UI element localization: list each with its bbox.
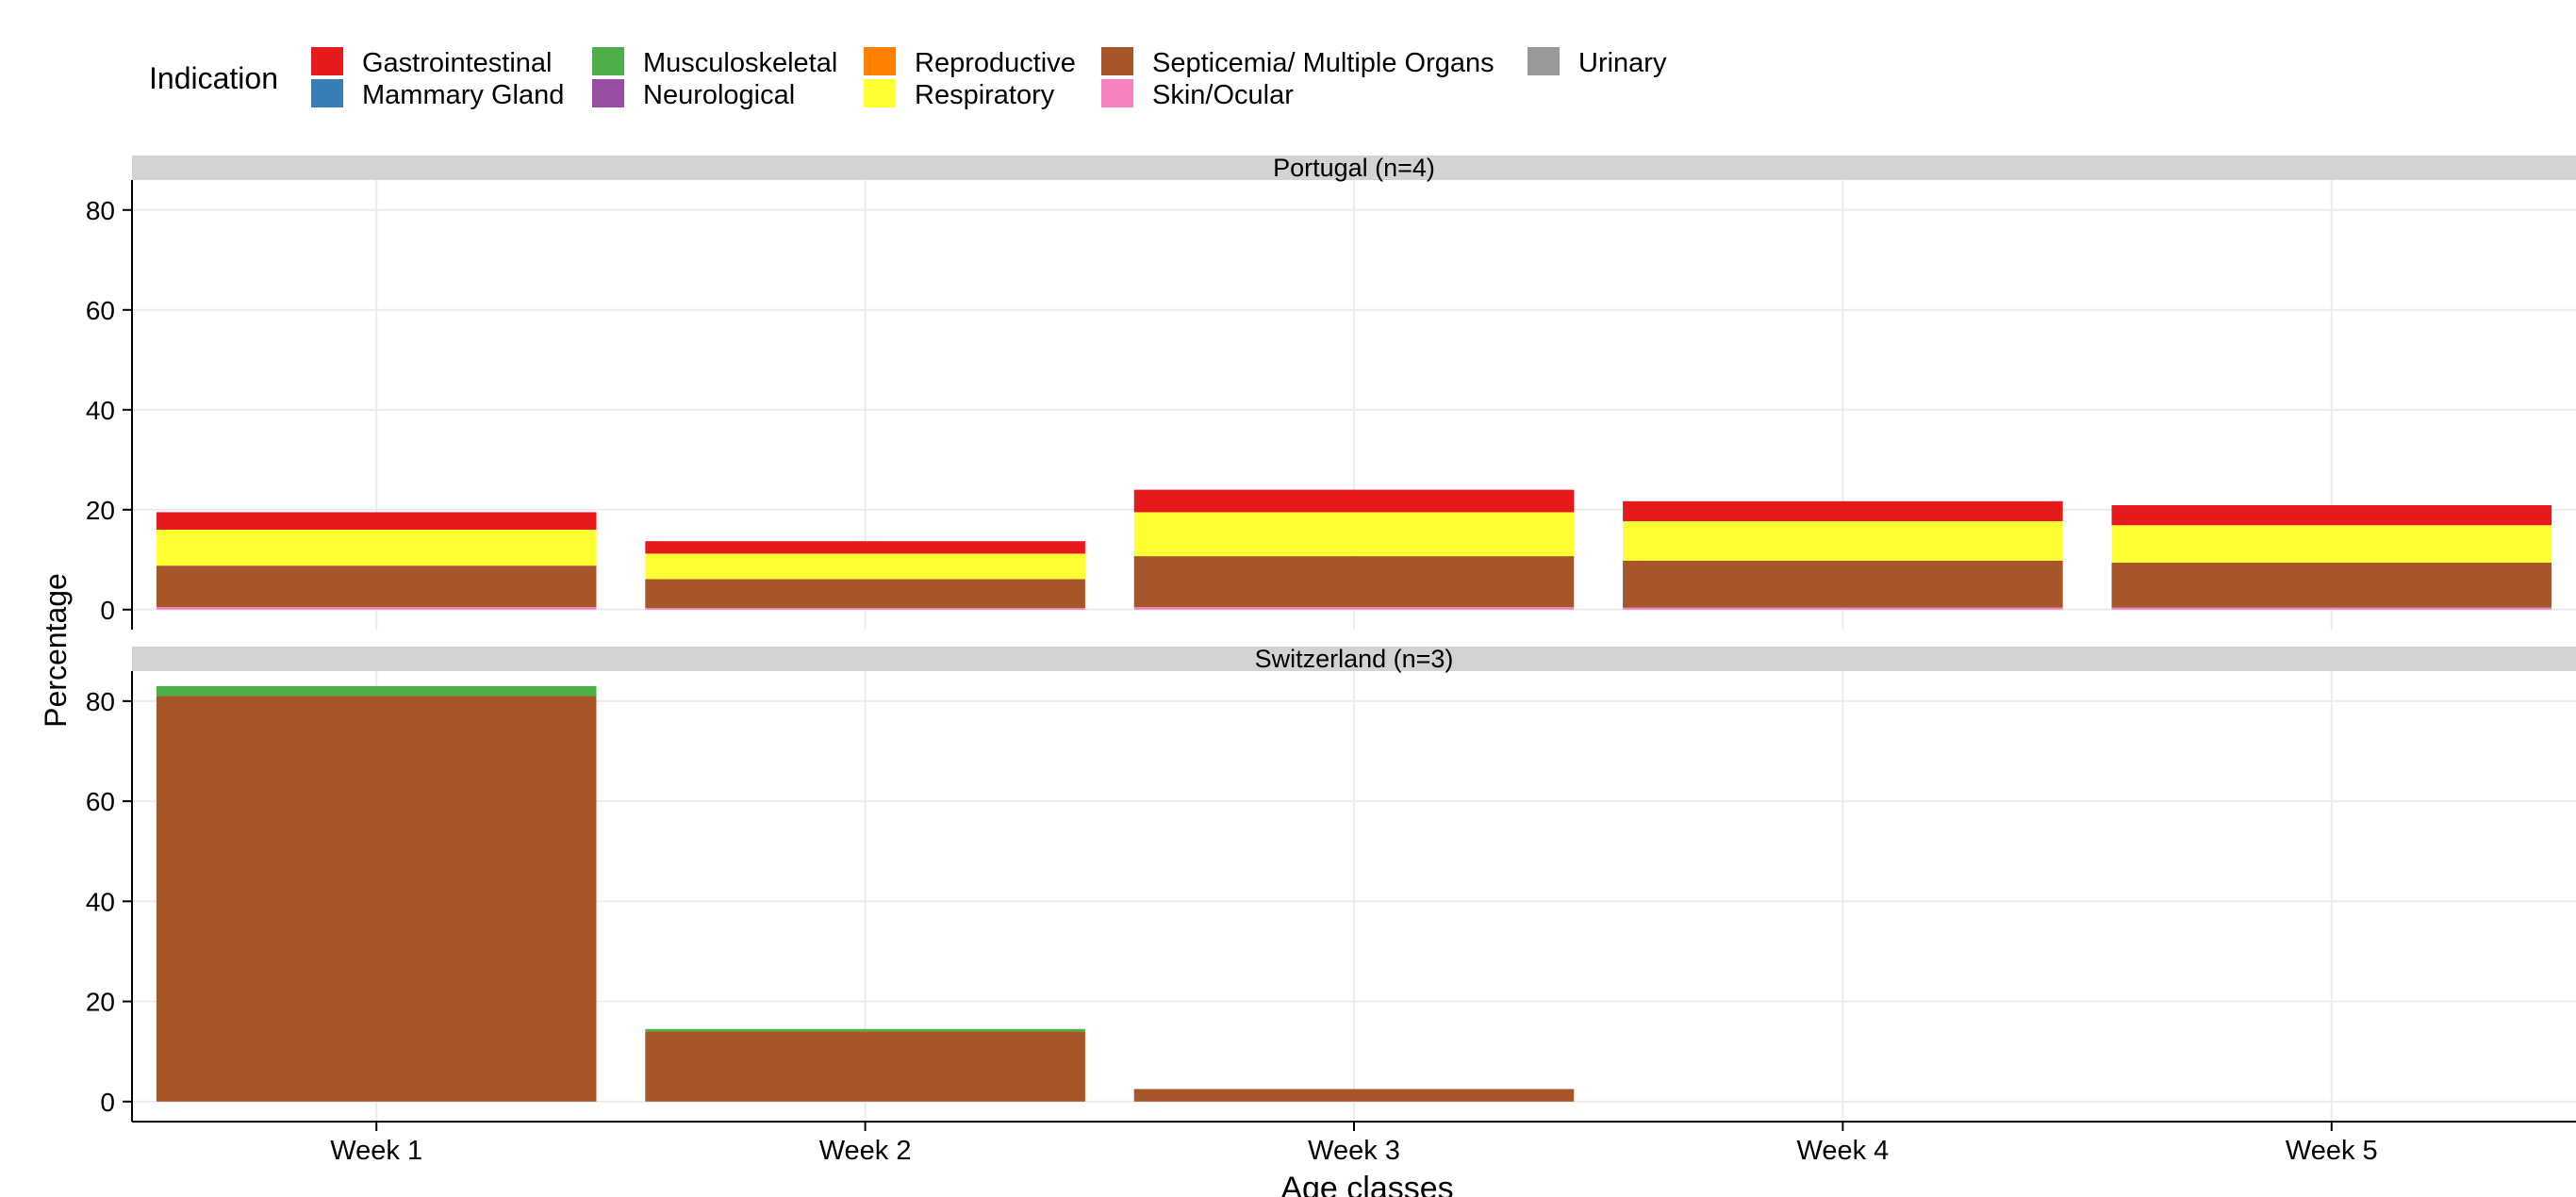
facet-panel: Switzerland (n=3) 0 20 40 60 80 — [86, 645, 2576, 1122]
legend-swatch — [311, 47, 343, 75]
legend-label: Urinary — [1578, 48, 1667, 78]
bar-segment — [156, 512, 597, 530]
legend-swatch — [592, 47, 624, 75]
legend-title: Indication — [149, 61, 278, 95]
legend-swatch — [1101, 79, 1133, 107]
y-tick-label: 20 — [86, 988, 115, 1017]
legend-swatch — [1101, 47, 1133, 75]
facet-panel: Portugal (n=4) 0 20 40 60 80 — [86, 154, 2576, 630]
legend-label: Respiratory — [915, 80, 1055, 110]
bar-segment — [2111, 607, 2552, 610]
bar-segment — [1133, 607, 1575, 610]
y-tick-label: 60 — [86, 296, 115, 325]
y-tick-label: 80 — [86, 196, 115, 225]
bar-segment — [2111, 525, 2552, 563]
facet-strip — [132, 647, 2576, 671]
facet-strip-label: Switzerland (n=3) — [1255, 645, 1454, 673]
legend-swatch — [864, 47, 896, 75]
legend-label: Septicemia/ Multiple Organs — [1152, 48, 1494, 78]
facet-strip-label: Portugal (n=4) — [1273, 154, 1435, 182]
bar-segment — [156, 696, 597, 1102]
bar-segment — [1623, 607, 2063, 610]
bar-segment — [156, 566, 597, 608]
bar-segment — [2111, 562, 2552, 608]
bar-segment — [645, 553, 1085, 580]
legend-label: Neurological — [643, 80, 795, 110]
bar-segment — [645, 1028, 1085, 1032]
facet-strip — [132, 156, 2576, 180]
x-axis-label: Age classes — [1280, 1171, 1453, 1197]
legend-swatch — [311, 79, 343, 107]
legend-label: Skin/Ocular — [1152, 80, 1294, 110]
x-tick-label: Week 2 — [819, 1136, 912, 1166]
bar-segment — [156, 685, 597, 697]
bar-segment — [1623, 520, 2063, 561]
x-tick-label: Week 1 — [330, 1136, 422, 1166]
y-tick-label: 80 — [86, 687, 115, 716]
legend-label: Gastrointestinal — [362, 48, 553, 78]
bar-segment — [1133, 512, 1575, 557]
bar-segment — [156, 607, 597, 610]
legend-swatch — [864, 79, 896, 107]
y-axis-label: Percentage — [39, 573, 73, 728]
legend-label: Musculoskeletal — [643, 48, 837, 78]
bar-segment — [645, 541, 1085, 554]
legend-swatch — [1527, 47, 1560, 75]
x-tick-label: Week 4 — [1797, 1136, 1890, 1166]
bar-segment — [645, 579, 1085, 609]
bar-segment — [156, 530, 597, 566]
y-tick-label: 40 — [86, 396, 115, 425]
x-tick-label: Week 3 — [1308, 1136, 1400, 1166]
x-tick-label: Week 5 — [2286, 1136, 2378, 1166]
bar-segment — [1133, 1089, 1575, 1102]
bar-segment — [1133, 556, 1575, 608]
bar-segment — [1133, 489, 1575, 513]
legend-label: Mammary Gland — [362, 80, 564, 110]
bar-segment — [2111, 505, 2552, 526]
legend-label: Reproductive — [915, 48, 1076, 78]
y-tick-label: 0 — [100, 1088, 115, 1117]
legend-swatch — [592, 79, 624, 107]
bar-segment — [645, 1031, 1085, 1102]
y-tick-label: 60 — [86, 787, 115, 816]
y-tick-label: 20 — [86, 496, 115, 525]
y-tick-label: 40 — [86, 887, 115, 916]
y-tick-label: 0 — [100, 596, 115, 625]
bar-segment — [645, 608, 1085, 610]
bar-segment — [1623, 560, 2063, 608]
bar-segment — [1623, 500, 2063, 521]
